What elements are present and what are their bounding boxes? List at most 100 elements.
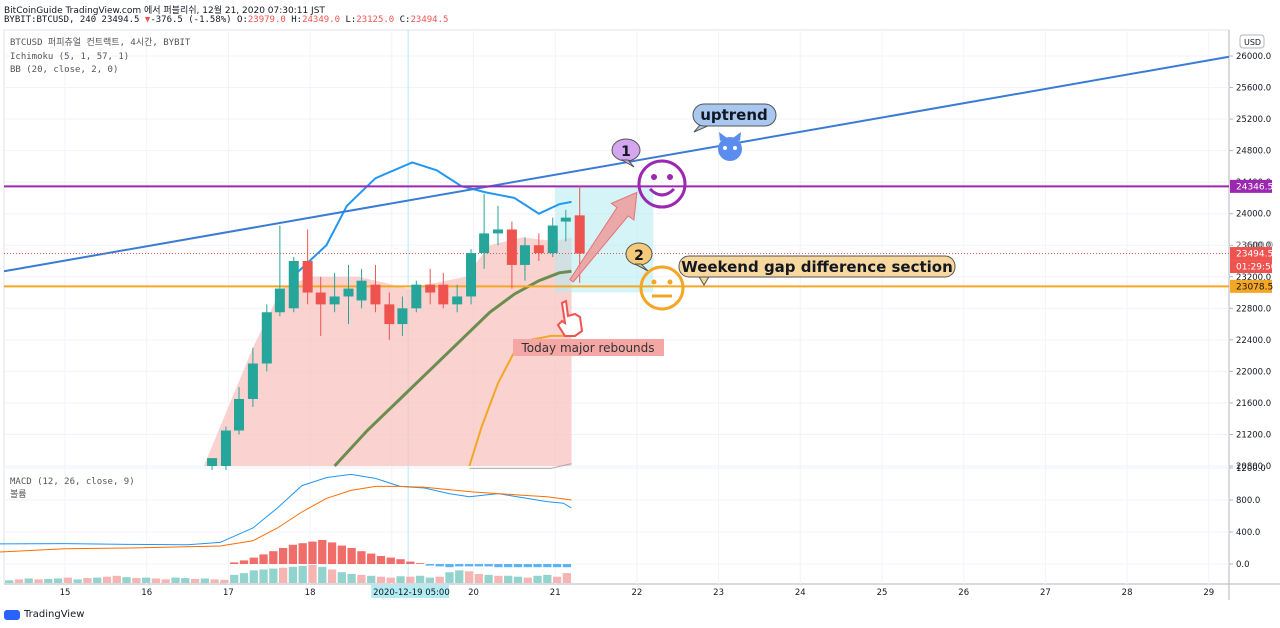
macd-histogram-bar — [308, 541, 317, 564]
svg-text:Today major rebounds: Today major rebounds — [520, 341, 654, 355]
macd-histogram-bar — [288, 544, 298, 564]
open-label: O: — [237, 15, 248, 25]
y-tick-label: 21600.0 — [1236, 399, 1271, 409]
y-tick-label: 24000.0 — [1236, 210, 1271, 220]
candle-body — [302, 261, 313, 293]
svg-text:Weekend gap difference section: Weekend gap difference section — [681, 258, 953, 276]
grid — [4, 30, 1229, 584]
volume-bar — [298, 565, 307, 583]
volume-bar — [190, 578, 200, 583]
x-tick-label: 20 — [468, 588, 479, 598]
macd-histogram-bar — [327, 542, 337, 564]
candle-body — [533, 245, 544, 254]
volume-bar — [200, 578, 209, 583]
weekend-gap-callout[interactable]: Weekend gap difference section — [678, 255, 956, 286]
candle-body — [506, 229, 517, 265]
candle-body — [220, 430, 231, 466]
volume-bar — [396, 576, 405, 583]
x-tick-label: 28 — [1122, 588, 1133, 598]
x-tick-label: 27 — [1040, 588, 1051, 598]
volume-bar — [83, 578, 92, 583]
candle-body — [519, 245, 530, 265]
candle-body — [438, 284, 449, 305]
low-label: L: — [345, 15, 357, 25]
last-price: 23494.5 — [101, 15, 140, 25]
volume-bar — [161, 579, 170, 583]
x-tick-label: 25 — [877, 588, 888, 598]
partial-price-tag: 23600.0 — [1236, 241, 1273, 251]
volume-bar — [171, 577, 180, 583]
x-tick-label: 23 — [713, 588, 724, 598]
macd-histogram-bar — [239, 560, 249, 564]
rebound-label[interactable]: Today major rebounds — [513, 339, 664, 356]
volume-bar — [122, 577, 131, 583]
brand-text: TradingView — [24, 609, 85, 620]
volume-bar — [239, 573, 249, 583]
marker-2[interactable]: 2 — [625, 242, 653, 272]
macd-tick-label: 800.0 — [1236, 496, 1260, 506]
x-tick-label: 16 — [141, 588, 152, 598]
low-value: 23125.0 — [356, 15, 395, 25]
macd-axis: 1200.0 800.0 400.0 0.0 — [1229, 464, 1266, 570]
uptrend-line[interactable] — [3, 55, 1230, 273]
volume-bar — [220, 579, 229, 583]
x-tick-label: 18 — [305, 588, 316, 598]
macd-histogram-bar — [376, 556, 386, 564]
volume-bar — [53, 578, 63, 583]
candle-body — [288, 261, 299, 309]
close-value: 23494.5 — [410, 15, 449, 25]
y-tick-label: 24800.0 — [1236, 147, 1271, 157]
y-tick-label: 23600.0 — [1236, 241, 1271, 251]
open-value: 23979.0 — [247, 15, 286, 25]
uptrend-callout[interactable]: uptrend — [692, 103, 777, 133]
candle-body — [466, 253, 477, 297]
macd-histogram-bar — [259, 554, 268, 564]
cloud-edge — [469, 463, 572, 469]
macd-histogram-bar — [357, 551, 366, 564]
macd-histogram-bar — [367, 553, 376, 564]
macd-tick-label: 0.0 — [1236, 560, 1250, 570]
x-tick-label: 17 — [223, 588, 234, 598]
y-tick-label: 25200.0 — [1236, 115, 1271, 125]
candle-body — [274, 288, 285, 313]
high-value: 24349.0 — [302, 15, 341, 25]
cat-icon — [718, 132, 742, 161]
volume-bar — [132, 578, 141, 583]
volume-bar — [533, 575, 542, 583]
candle-body — [411, 284, 422, 309]
y-tick-label: 21200.0 — [1236, 430, 1271, 440]
macd-histogram-bar — [396, 559, 405, 564]
tradingview-logo-icon — [4, 609, 20, 620]
svg-text:uptrend: uptrend — [700, 106, 768, 124]
volume-bar — [474, 574, 483, 583]
volume-bar — [141, 577, 151, 583]
macd-histogram-bar — [425, 564, 435, 566]
macd-histogram-bar — [249, 557, 258, 564]
macd-histogram-bar — [533, 564, 542, 568]
volume-bar — [269, 568, 278, 583]
close-label: C: — [399, 15, 411, 25]
volume-bar — [151, 578, 161, 583]
candle-body — [329, 296, 340, 305]
ichimoku-legend: Ichimoku (5, 1, 57, 1) — [10, 51, 130, 62]
candle-body — [452, 296, 463, 305]
volume-bar — [367, 575, 376, 583]
candle-body — [315, 292, 326, 305]
currency-button[interactable]: USD — [1239, 34, 1265, 49]
macd-histogram-bar — [269, 551, 278, 564]
macd-title: MACD (12, 26, close, 9) — [10, 477, 135, 487]
volume-bar — [210, 579, 219, 583]
purple-price-tag: 24346.5 — [1230, 179, 1273, 193]
time-highlight-tag: 2020-12-19 05:00 — [371, 585, 450, 598]
volume-bar — [327, 569, 337, 583]
candle-body — [261, 312, 272, 364]
down-arrow-icon: ▼ — [144, 15, 151, 25]
macd-histogram-bar — [455, 564, 464, 567]
candles — [207, 186, 585, 470]
projection-arrow[interactable] — [569, 191, 638, 283]
candle-body — [247, 363, 258, 399]
time-axis: 151617181920212223242526272829 — [60, 588, 1215, 598]
marker-1[interactable]: 1 — [611, 138, 641, 168]
macd-histogram-bar — [504, 564, 513, 568]
